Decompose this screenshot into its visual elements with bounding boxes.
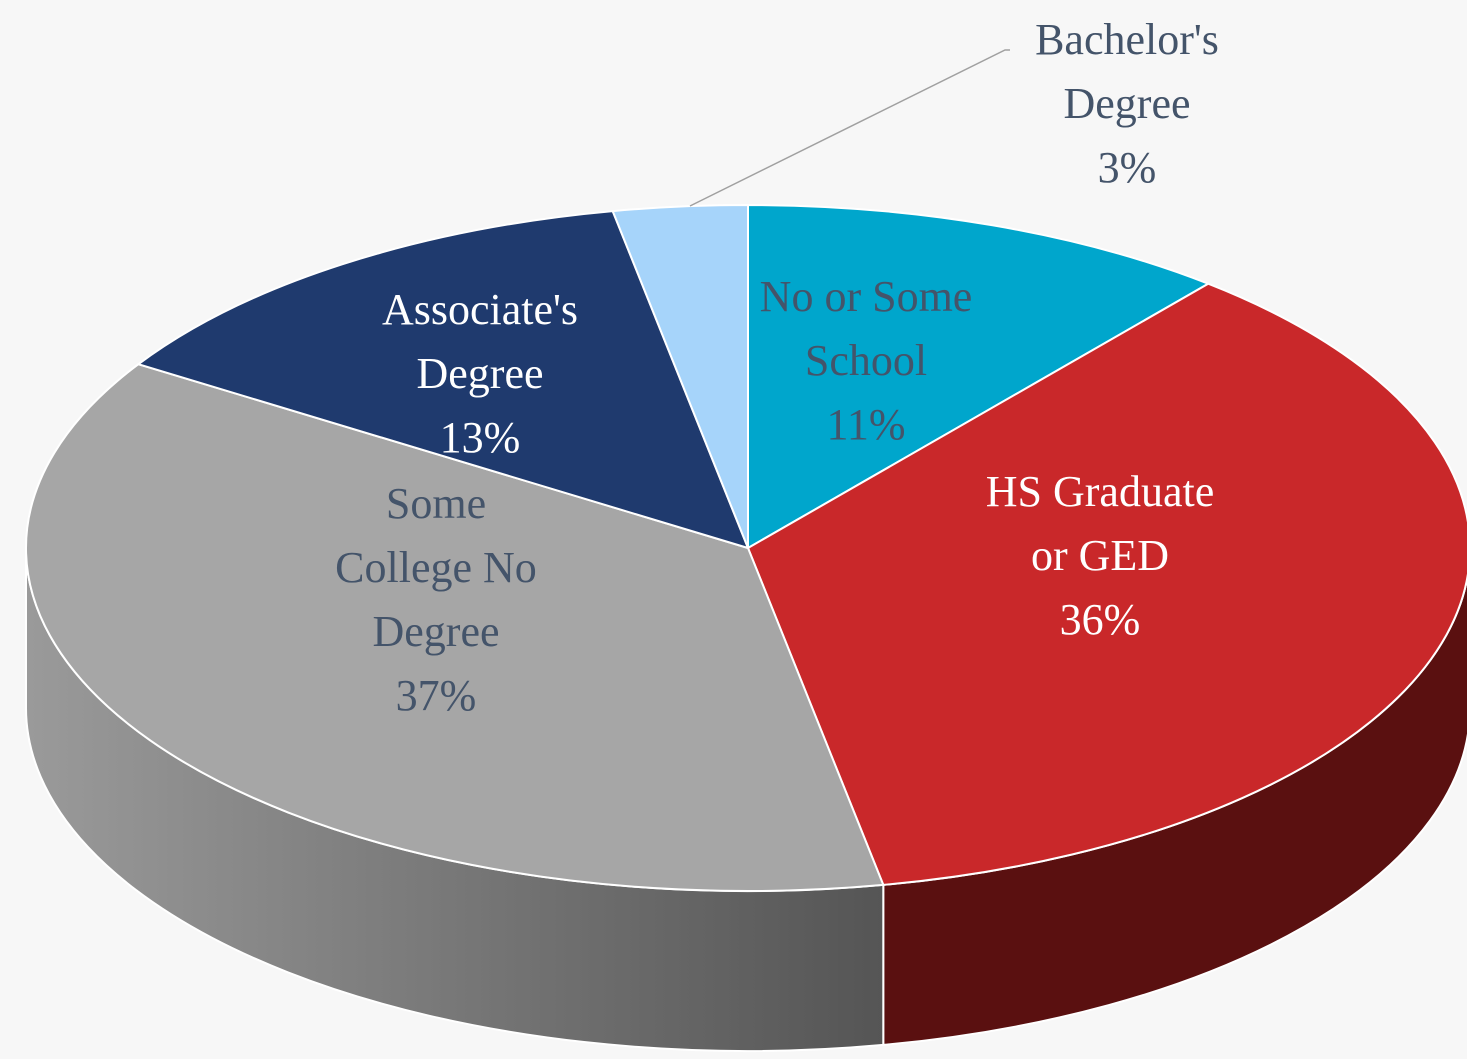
category-label: Associate's Degree bbox=[381, 285, 579, 398]
category-label: Some College No Degree bbox=[335, 479, 537, 656]
slice-label: Some College No Degree 37% bbox=[335, 472, 537, 728]
pie-slice bbox=[25, 363, 885, 892]
value-label: 37% bbox=[395, 671, 477, 720]
slice-label: No or Some School 11% bbox=[760, 265, 973, 457]
slice-label: Associate's Degree 13% bbox=[382, 278, 578, 470]
slice-label: Bachelor's Degree 3% bbox=[1035, 8, 1219, 200]
value-label: 13% bbox=[439, 413, 521, 462]
value-label: 3% bbox=[1097, 143, 1157, 192]
value-label: 11% bbox=[826, 400, 906, 449]
slice-label: HS Graduate or GED 36% bbox=[986, 460, 1215, 652]
leader-line bbox=[689, 49, 1010, 207]
category-label: Bachelor's Degree bbox=[1035, 15, 1219, 128]
pie-slice bbox=[747, 203, 1211, 550]
value-label: 36% bbox=[1059, 595, 1141, 644]
pie-slice bbox=[746, 282, 1467, 886]
category-label: HS Graduate or GED bbox=[985, 467, 1215, 580]
pie-slice bbox=[136, 210, 750, 550]
category-label: No or Some School bbox=[759, 272, 973, 385]
pie-slice bbox=[611, 203, 749, 549]
